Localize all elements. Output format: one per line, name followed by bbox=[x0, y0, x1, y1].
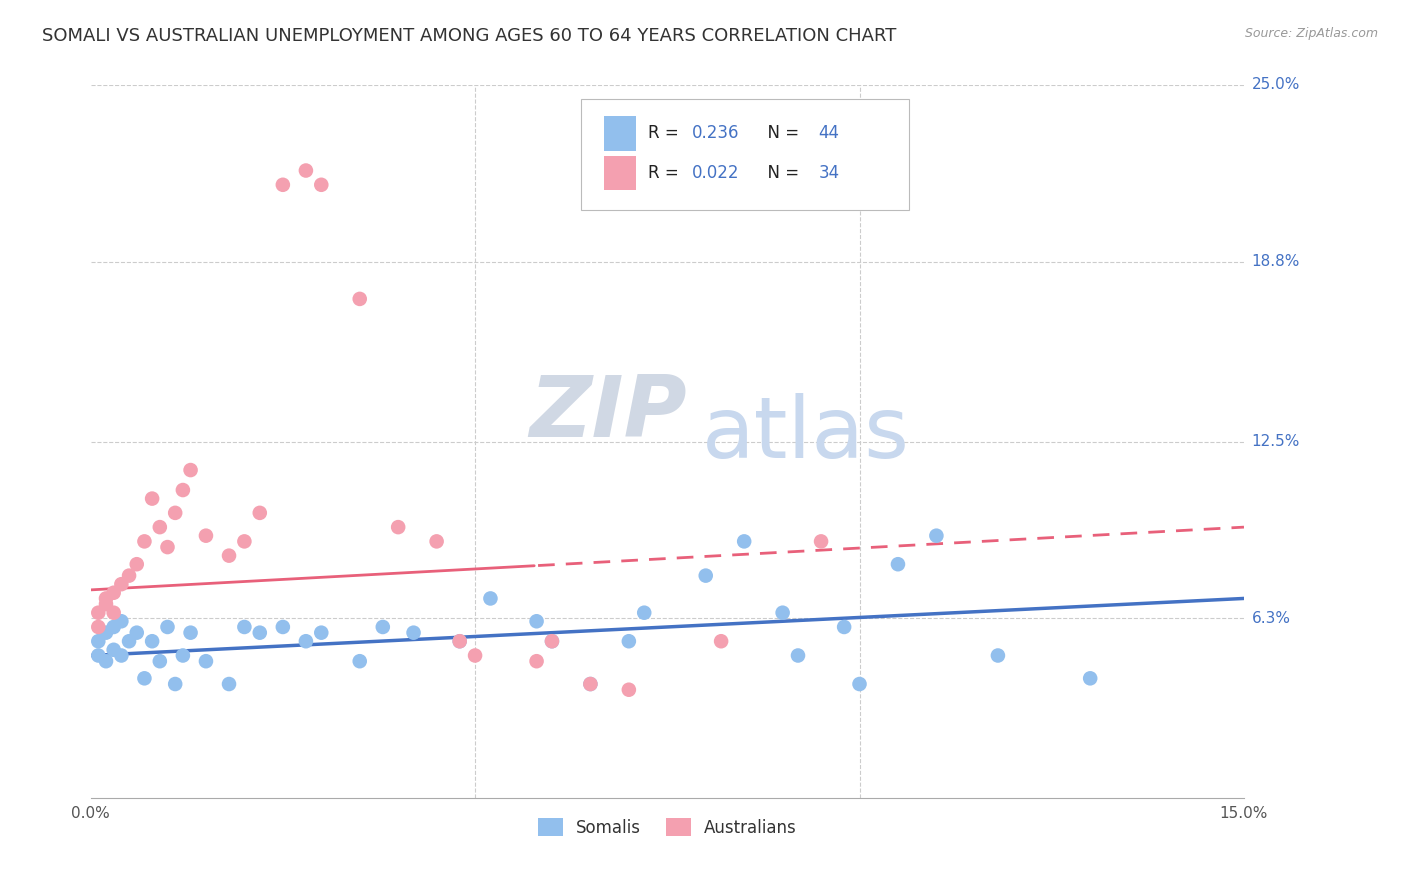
Point bbox=[887, 558, 910, 572]
Point bbox=[772, 606, 794, 620]
Point bbox=[110, 614, 132, 628]
Point bbox=[194, 654, 217, 668]
Point bbox=[479, 591, 502, 606]
Point bbox=[165, 677, 187, 691]
Point bbox=[541, 634, 564, 648]
Text: 6.3%: 6.3% bbox=[1251, 611, 1291, 626]
Point bbox=[733, 534, 755, 549]
Point bbox=[218, 549, 240, 563]
Text: 18.8%: 18.8% bbox=[1251, 254, 1301, 269]
Legend: Somalis, Australians: Somalis, Australians bbox=[531, 812, 804, 843]
Point bbox=[787, 648, 810, 663]
Point bbox=[125, 558, 148, 572]
Point bbox=[134, 534, 156, 549]
Point bbox=[172, 648, 194, 663]
Point bbox=[387, 520, 409, 534]
Point bbox=[118, 634, 141, 648]
Point bbox=[987, 648, 1010, 663]
Point bbox=[149, 520, 172, 534]
Text: 12.5%: 12.5% bbox=[1251, 434, 1301, 449]
Point bbox=[103, 586, 125, 600]
Point bbox=[141, 634, 163, 648]
Point bbox=[579, 677, 602, 691]
Point bbox=[249, 506, 271, 520]
Point bbox=[311, 625, 333, 640]
Text: 25.0%: 25.0% bbox=[1251, 78, 1301, 93]
Point bbox=[426, 534, 449, 549]
Point bbox=[710, 634, 733, 648]
Point bbox=[271, 620, 294, 634]
Point bbox=[218, 677, 240, 691]
Point bbox=[810, 534, 832, 549]
Point bbox=[110, 577, 132, 591]
Point bbox=[349, 654, 371, 668]
Point bbox=[94, 625, 117, 640]
Point bbox=[848, 677, 870, 691]
Point bbox=[449, 634, 471, 648]
Text: R =: R = bbox=[648, 163, 683, 182]
Point bbox=[87, 648, 110, 663]
Point bbox=[295, 634, 318, 648]
Point bbox=[617, 634, 640, 648]
Bar bbox=[603, 116, 636, 151]
Point bbox=[149, 654, 172, 668]
Point bbox=[94, 654, 117, 668]
Point bbox=[87, 606, 110, 620]
Point bbox=[1078, 671, 1101, 685]
Point bbox=[180, 463, 202, 477]
Point bbox=[311, 178, 333, 192]
Point bbox=[695, 568, 717, 582]
Point bbox=[103, 606, 125, 620]
Point bbox=[617, 682, 640, 697]
Point bbox=[156, 620, 179, 634]
Point bbox=[233, 534, 256, 549]
Point bbox=[94, 591, 117, 606]
Point bbox=[103, 642, 125, 657]
Point bbox=[526, 654, 548, 668]
Point bbox=[94, 597, 117, 611]
Point bbox=[172, 483, 194, 497]
Text: N =: N = bbox=[758, 163, 804, 182]
Point bbox=[165, 506, 187, 520]
Point bbox=[633, 606, 655, 620]
Point bbox=[249, 625, 271, 640]
Point bbox=[141, 491, 163, 506]
Point bbox=[402, 625, 425, 640]
Point bbox=[271, 178, 294, 192]
Point bbox=[156, 540, 179, 554]
Point bbox=[295, 163, 318, 178]
Point bbox=[541, 634, 564, 648]
Point bbox=[87, 620, 110, 634]
Point bbox=[449, 634, 471, 648]
Point bbox=[233, 620, 256, 634]
Point bbox=[134, 671, 156, 685]
Point bbox=[526, 614, 548, 628]
FancyBboxPatch shape bbox=[581, 99, 910, 210]
Text: 44: 44 bbox=[818, 125, 839, 143]
Point bbox=[579, 677, 602, 691]
Point bbox=[180, 625, 202, 640]
Text: Source: ZipAtlas.com: Source: ZipAtlas.com bbox=[1244, 27, 1378, 40]
Point bbox=[103, 620, 125, 634]
Point bbox=[371, 620, 394, 634]
Text: 34: 34 bbox=[818, 163, 839, 182]
Point bbox=[125, 625, 148, 640]
Point bbox=[194, 529, 217, 543]
Bar bbox=[603, 155, 636, 190]
Point bbox=[118, 568, 141, 582]
Point bbox=[925, 529, 948, 543]
Text: SOMALI VS AUSTRALIAN UNEMPLOYMENT AMONG AGES 60 TO 64 YEARS CORRELATION CHART: SOMALI VS AUSTRALIAN UNEMPLOYMENT AMONG … bbox=[42, 27, 897, 45]
Text: N =: N = bbox=[758, 125, 804, 143]
Point bbox=[464, 648, 486, 663]
Point bbox=[349, 292, 371, 306]
Point bbox=[110, 648, 132, 663]
Text: 0.022: 0.022 bbox=[692, 163, 740, 182]
Text: R =: R = bbox=[648, 125, 683, 143]
Text: ZIP: ZIP bbox=[529, 371, 686, 455]
Point bbox=[832, 620, 855, 634]
Point bbox=[87, 634, 110, 648]
Text: atlas: atlas bbox=[702, 392, 910, 476]
Text: 0.236: 0.236 bbox=[692, 125, 740, 143]
